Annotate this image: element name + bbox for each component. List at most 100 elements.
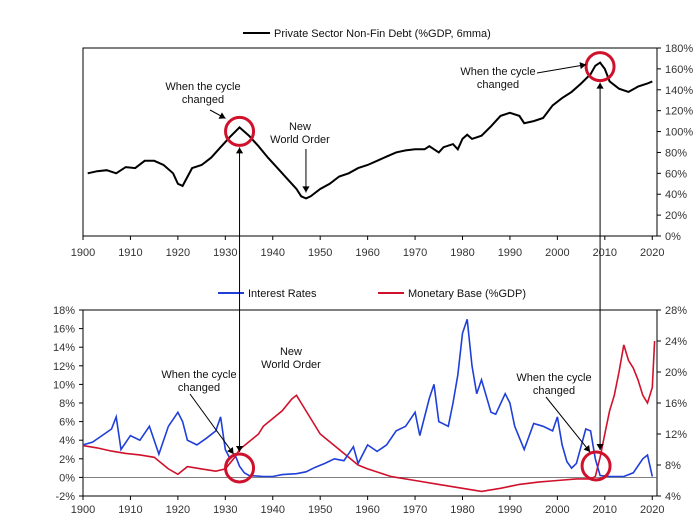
top-x-tick-label: 1980 (450, 247, 474, 259)
bottom-right-y-tick-label: 12% (665, 429, 687, 441)
bottom-right-y-tick-label: 16% (665, 398, 687, 410)
bottom-right-y-axis: 4% 8% 12% 16% 20% 24% 28% (657, 305, 687, 503)
bottom-x-tick-label: 1920 (166, 504, 190, 516)
top-legend-label: Private Sector Non-Fin Debt (%GDP, 6mma) (274, 28, 491, 40)
bottom-left-y-axis: -2% 0% 2% 4% 6% 8% 10% 12% 14% 16% 18% (53, 305, 657, 503)
bottom-right-y-tick-label: 4% (665, 491, 681, 503)
bottom-left-y-tick-label: 10% (53, 379, 75, 391)
bottom-right-y-tick-label: 28% (665, 305, 687, 317)
top-x-tick-label: 1910 (118, 247, 142, 259)
annotation-cycle-changed-1933-bottom: When the cycle (161, 369, 236, 381)
bottom-x-tick-label: 1940 (261, 504, 285, 516)
bottom-right-y-tick-label: 20% (665, 367, 687, 379)
top-y-axis: 0% 20% 40% 60% 80% 100% 120% 140% 160% 180% (657, 43, 693, 243)
bottom-left-y-tick-label: 12% (53, 361, 75, 373)
top-y-tick-label: 180% (665, 43, 693, 55)
cycle-circle-1933-top (224, 115, 256, 147)
annotation-cycle-changed-1933-top: changed (182, 94, 224, 106)
bottom-x-tick-label: 1950 (308, 504, 332, 516)
annotation-cycle-changed-2009-bottom: When the cycle (516, 372, 591, 384)
annotation-cycle-changed-1933-bottom: changed (178, 382, 220, 394)
annotation-arrowhead-new-world-order (302, 186, 310, 193)
top-x-tick-label: 1970 (403, 247, 427, 259)
annotation-cycle-changed-1933-top: When the cycle (165, 81, 240, 93)
bottom-left-y-tick-label: 16% (53, 324, 75, 336)
annotation-new-world-order-top: New (289, 121, 311, 133)
top-y-tick-label: 140% (665, 85, 693, 97)
base-legend-label: Monetary Base (%GDP) (408, 288, 526, 300)
debt-chart: Private Sector Non-Fin Debt (%GDP, 6mma)… (71, 28, 694, 259)
bottom-x-tick-label: 1910 (118, 504, 142, 516)
annotation-arrow-2009-bottom (545, 396, 591, 453)
top-x-tick-label: 1990 (498, 247, 522, 259)
top-y-tick-label: 100% (665, 127, 693, 139)
annotation-arrowhead-2009-bottom (583, 445, 591, 452)
bottom-left-y-tick-label: 4% (59, 435, 75, 447)
cycle-circle-2009-top (584, 51, 616, 83)
top-x-tick-label: 1920 (166, 247, 190, 259)
bottom-x-tick-label: 1960 (355, 504, 379, 516)
cycle-circle-1933-bottom (224, 452, 256, 484)
top-y-tick-label: 160% (665, 64, 693, 76)
top-x-tick-label: 1940 (261, 247, 285, 259)
top-x-tick-label: 2010 (593, 247, 617, 259)
rates-legend-label: Interest Rates (248, 288, 317, 300)
annotation-arrow-2009-top (536, 64, 587, 74)
connector-2009-head-top (596, 82, 604, 89)
rates-base-chart: Interest Rates Monetary Base (%GDP) 1900… (53, 288, 687, 516)
monetary-base-series-line (82, 340, 656, 493)
top-x-tick-label: 2020 (640, 247, 664, 259)
top-x-tick-label: 1950 (308, 247, 332, 259)
top-y-tick-label: 0% (665, 231, 681, 243)
annotation-cycle-changed-2009-bottom: changed (533, 385, 575, 397)
bottom-left-y-tick-label: 14% (53, 342, 75, 354)
cycle-circle-2009-bottom (580, 450, 612, 482)
annotation-new-world-order-bottom: World Order (261, 359, 321, 371)
bottom-right-y-tick-label: 24% (665, 336, 687, 348)
top-x-axis: 1900 1910 1920 1930 1940 1950 1960 1970 1980 1990… (71, 236, 664, 259)
annotation-new-world-order-bottom: New (280, 346, 302, 358)
bottom-left-y-tick-label: 18% (53, 305, 75, 317)
top-y-tick-label: 120% (665, 106, 693, 118)
bottom-left-y-tick-label: 2% (59, 454, 75, 466)
bottom-left-y-tick-label: 6% (59, 417, 75, 429)
connector-1933-head-top (235, 147, 244, 154)
annotation-new-world-order-top: World Order (270, 134, 330, 146)
connector-2009-head-bottom (596, 443, 604, 450)
annotation-arrowhead-2009-top (579, 62, 587, 70)
cycle-connectors (235, 82, 604, 452)
annotation-arrowhead-1933-bottom (227, 446, 234, 454)
top-x-tick-label: 1930 (213, 247, 237, 259)
top-y-tick-label: 60% (665, 168, 687, 180)
bottom-x-tick-label: 1990 (498, 504, 522, 516)
annotation-arrowhead-1933-top (218, 112, 226, 119)
bottom-x-axis: 1900 1910 1920 1930 1940 1950 1960 1970 1980 1990… (71, 496, 664, 516)
bottom-x-tick-label: 2010 (593, 504, 617, 516)
top-y-tick-label: 40% (665, 189, 687, 201)
top-y-tick-label: 20% (665, 210, 687, 222)
bottom-x-tick-label: 2000 (545, 504, 569, 516)
interest-rates-series-line (82, 319, 654, 478)
annotation-cycle-changed-2009-top: changed (477, 79, 519, 91)
top-x-tick-label: 2000 (545, 247, 569, 259)
bottom-x-tick-label: 1980 (450, 504, 474, 516)
bottom-x-tick-label: 1900 (71, 504, 95, 516)
top-plot-frame (82, 47, 658, 237)
top-x-tick-label: 1900 (71, 247, 95, 259)
connector-1933-head-bottom (235, 445, 244, 452)
debt-series-line (87, 61, 653, 200)
bottom-left-y-tick-label: 0% (59, 472, 75, 484)
bottom-left-y-tick-label: -2% (55, 491, 75, 503)
top-y-tick-label: 80% (665, 147, 687, 159)
bottom-x-tick-label: 2020 (640, 504, 664, 516)
annotation-cycle-changed-2009-top: When the cycle (460, 66, 535, 78)
bottom-x-tick-label: 1930 (213, 504, 237, 516)
top-x-tick-label: 1960 (355, 247, 379, 259)
bottom-left-y-tick-label: 8% (59, 398, 75, 410)
annotation-arrow-1933-bottom (189, 393, 234, 455)
bottom-x-tick-label: 1970 (403, 504, 427, 516)
bottom-right-y-tick-label: 8% (665, 460, 681, 472)
